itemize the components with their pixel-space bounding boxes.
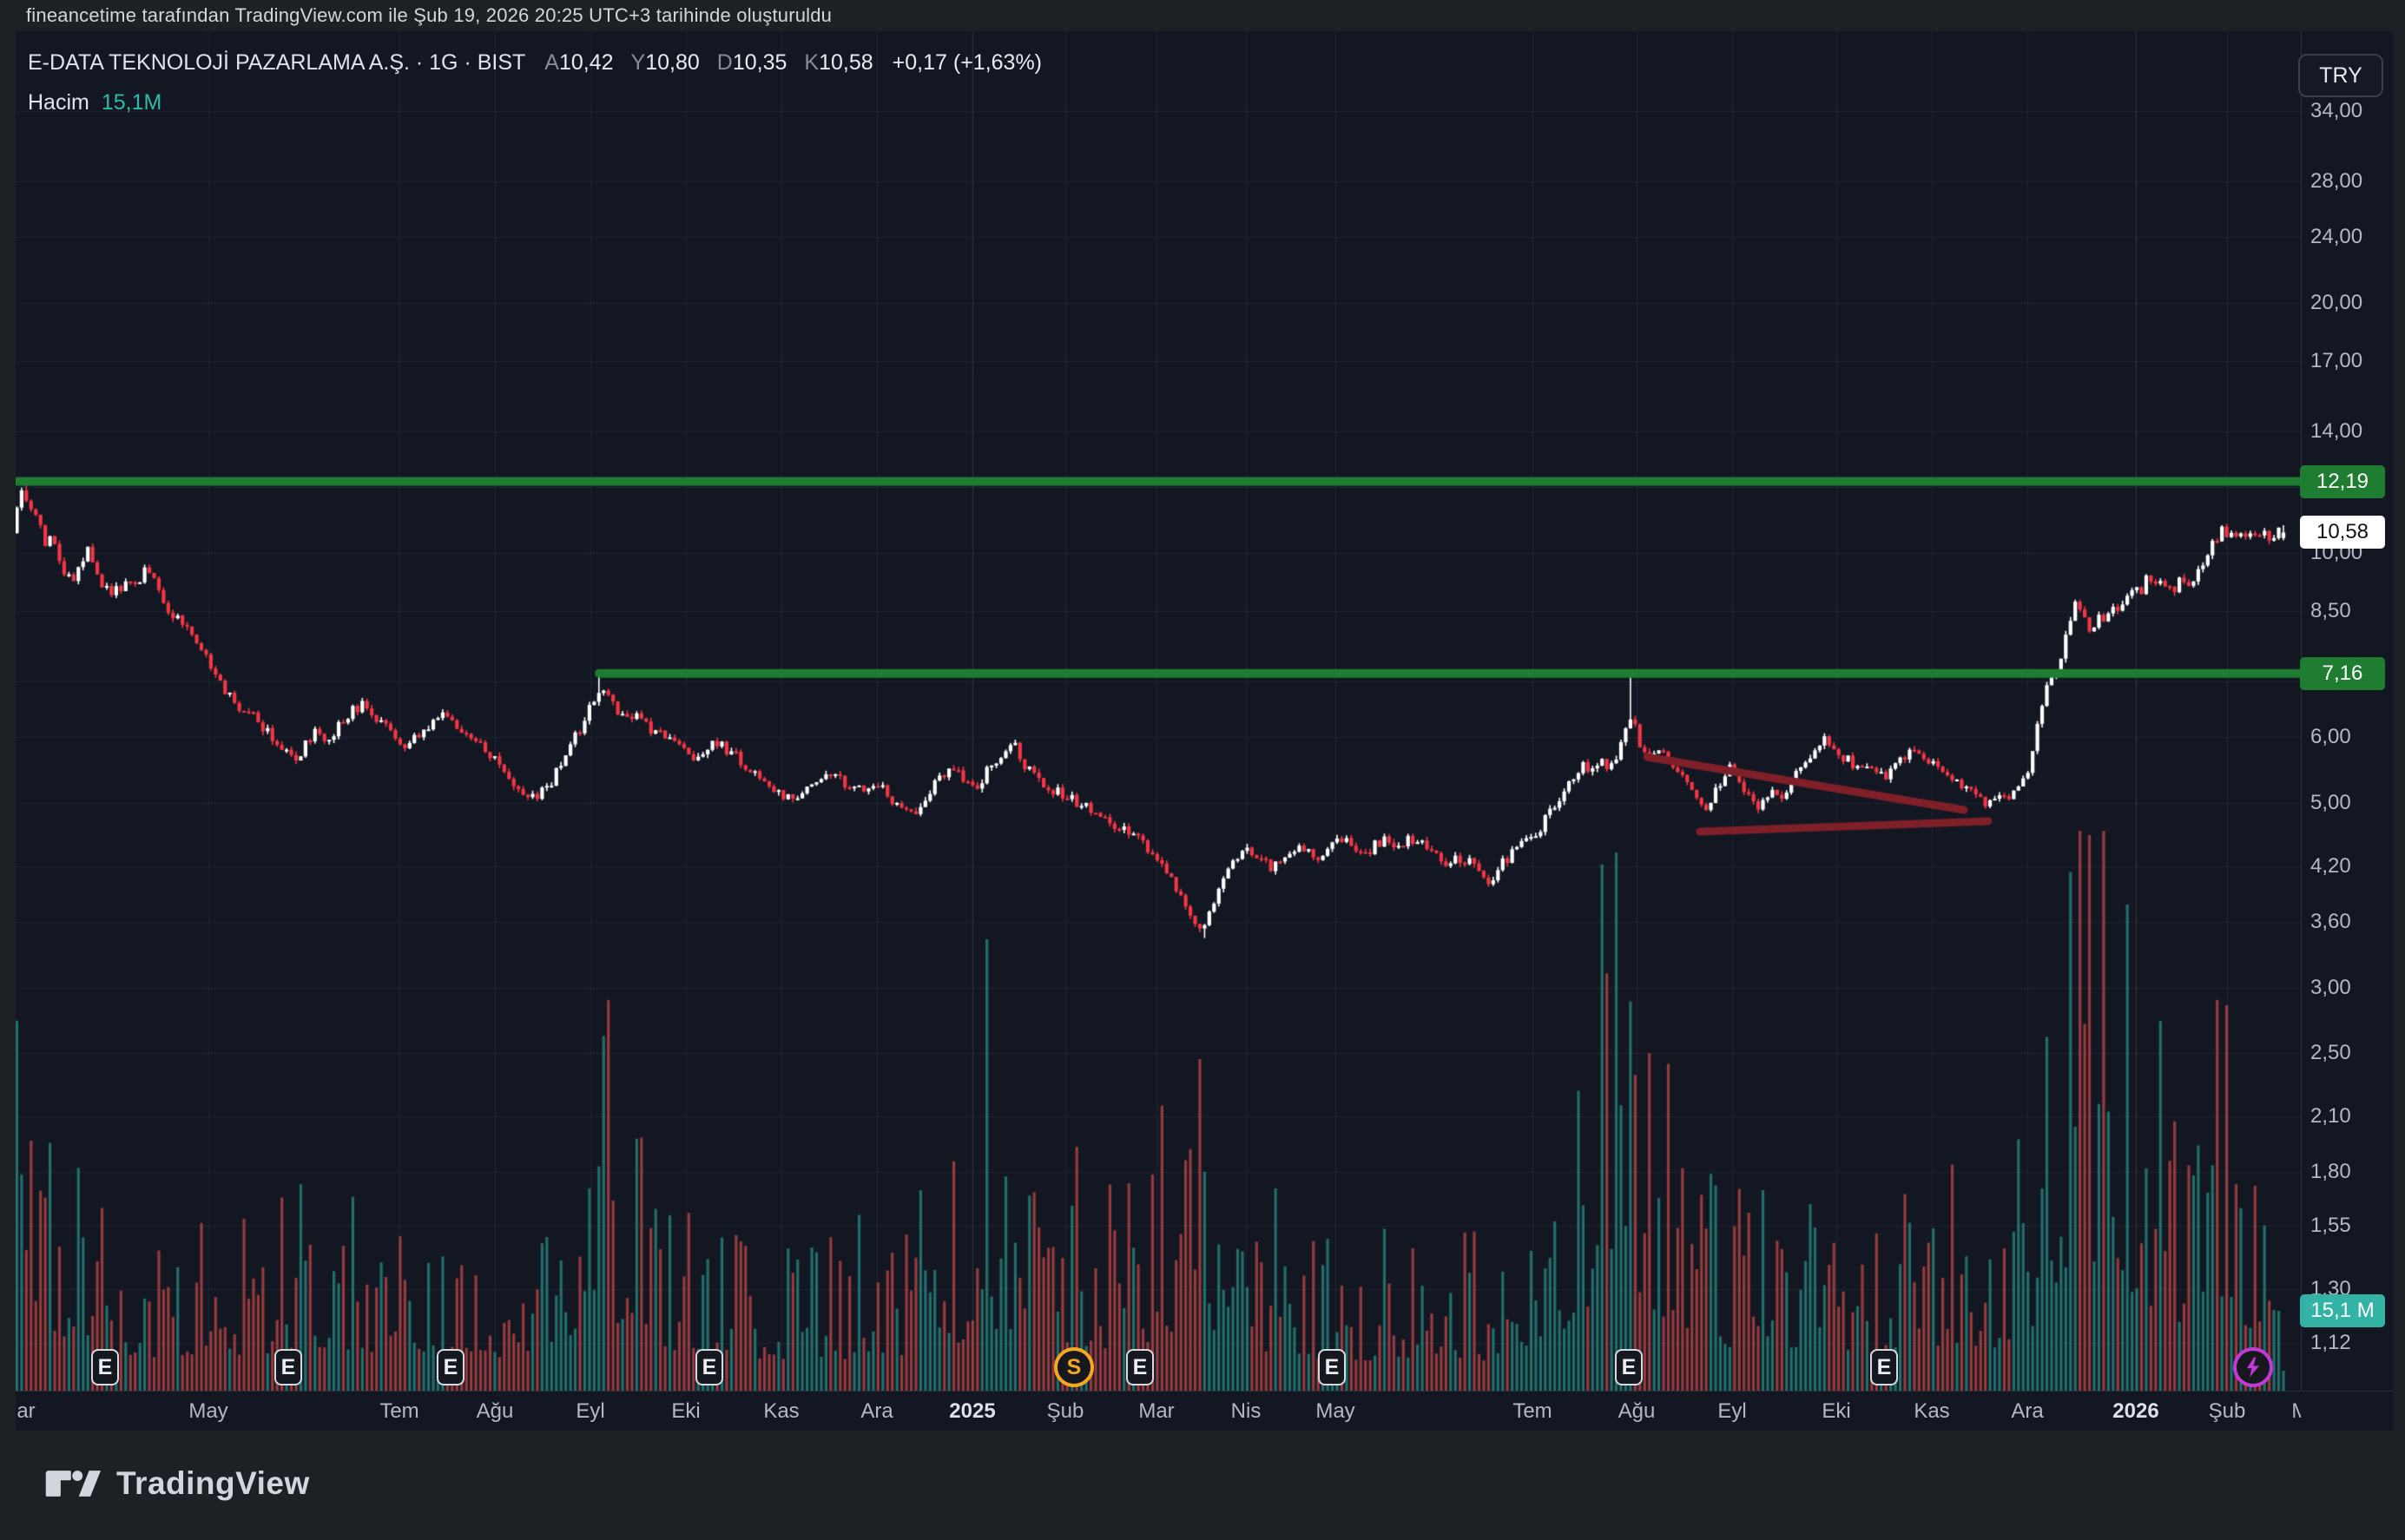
time-axis-label: Kas — [1914, 1399, 1950, 1423]
currency-toggle-button[interactable]: TRY — [2298, 54, 2383, 97]
time-axis-label: Tem — [379, 1399, 419, 1423]
price-change: +0,17 (+1,63%) — [892, 50, 1043, 75]
time-axis-label: 2025 — [949, 1399, 996, 1423]
flash-realtime-marker[interactable] — [2233, 1347, 2273, 1387]
last-price-badge: 10,58 — [2300, 516, 2385, 550]
time-axis-label: Eki — [671, 1399, 701, 1423]
price-tick-label: 14,00 — [2310, 418, 2363, 443]
time-axis-label: Kas — [763, 1399, 800, 1423]
ohlc-pair: A10,42 — [544, 50, 613, 76]
ohlc-letter: Y — [630, 50, 646, 75]
time-axis-label: Ara — [860, 1399, 893, 1423]
tradingview-logo[interactable]: TradingView — [45, 1465, 310, 1502]
price-tick-label: 1,12 — [2310, 1331, 2351, 1355]
earnings-marker[interactable]: E — [1615, 1349, 1643, 1385]
earnings-marker[interactable]: E — [1126, 1349, 1154, 1385]
ohlc-letter: D — [716, 50, 733, 75]
price-tick-label: 24,00 — [2310, 224, 2363, 248]
time-axis-label: Mar — [2291, 1399, 2301, 1423]
price-tick-label: 8,50 — [2310, 599, 2351, 623]
split-marker[interactable]: S — [1054, 1347, 1094, 1387]
time-axis-label: Eyl — [1717, 1399, 1747, 1423]
time-axis-label: Mar — [1138, 1399, 1175, 1423]
ohlc-value: 10,42 — [558, 50, 614, 75]
ohlc-pair: Y10,80 — [631, 50, 700, 76]
volume-value-badge: 15,1 M — [2300, 1294, 2385, 1327]
attribution-bar: fineancetime tarafından TradingView.com … — [0, 0, 2405, 31]
time-axis-labels: Mar May Tem Ağu Eyl Eki Kas Ara 2025 Şub Mar Nis May… — [16, 1392, 2301, 1431]
ohlc-value: 10,58 — [819, 50, 873, 75]
time-axis-label: Eki — [1822, 1399, 1851, 1423]
price-tick-label: 20,00 — [2310, 290, 2363, 314]
price-chart-canvas[interactable] — [16, 31, 2301, 1391]
earnings-marker[interactable]: E — [1870, 1349, 1898, 1385]
price-tick-label: 6,00 — [2310, 725, 2351, 749]
ohlc-value: 10,35 — [732, 50, 787, 75]
tradingview-logo-icon — [45, 1465, 101, 1502]
time-axis-label: Şub — [1046, 1399, 1084, 1423]
earnings-marker[interactable]: E — [437, 1349, 465, 1385]
price-axis[interactable]: TRY 34,0028,0024,0020,0017,0014,0012,001… — [2298, 31, 2393, 1431]
price-level-badge: 7,16 — [2300, 656, 2385, 690]
tradingview-logo-text: TradingView — [116, 1465, 310, 1501]
price-level-badge: 12,19 — [2300, 464, 2385, 498]
time-axis-label: 2026 — [2112, 1399, 2159, 1423]
chart-header: E-DATA TEKNOLOJİ PAZARLAMA A.Ş. · 1G · B… — [28, 50, 1042, 115]
ohlc-pair: D10,35 — [717, 50, 787, 76]
time-axis-label: May — [188, 1399, 228, 1423]
price-tick-label: 28,00 — [2310, 168, 2363, 193]
time-axis-label: Eyl — [576, 1399, 605, 1423]
earnings-marker[interactable]: E — [91, 1349, 119, 1385]
attribution-text: fineancetime tarafından TradingView.com … — [26, 4, 833, 26]
price-tick-label: 1,55 — [2310, 1214, 2351, 1238]
ohlc-pair: K10,58 — [804, 50, 873, 76]
price-tick-label: 3,00 — [2310, 975, 2351, 999]
time-axis-label: Ağu — [1618, 1399, 1656, 1423]
earnings-marker[interactable]: E — [274, 1349, 302, 1385]
price-tick-label: 4,20 — [2310, 853, 2351, 878]
volume-label[interactable]: Hacim — [28, 90, 89, 115]
ohlc-letter: A — [544, 50, 559, 75]
price-tick-label: 1,80 — [2310, 1159, 2351, 1183]
earnings-marker[interactable]: E — [1318, 1349, 1346, 1385]
time-axis[interactable]: Mar May Tem Ağu Eyl Eki Kas Ara 2025 Şub Mar Nis May… — [16, 1391, 2393, 1431]
volume-value: 15,1M — [101, 90, 162, 115]
price-tick-label: 34,00 — [2310, 99, 2363, 123]
time-axis-label: Şub — [2208, 1399, 2246, 1423]
ohlc-value: 10,80 — [645, 50, 700, 75]
time-axis-label: Ara — [2011, 1399, 2044, 1423]
ohlc-values: A10,42 Y10,80 D10,35 K10,58 — [544, 50, 890, 76]
time-axis-label: Ağu — [476, 1399, 514, 1423]
price-tick-label: 2,10 — [2310, 1103, 2351, 1128]
price-tick-label: 2,50 — [2310, 1041, 2351, 1065]
time-axis-label: May — [1315, 1399, 1355, 1423]
symbol-title[interactable]: E-DATA TEKNOLOJİ PAZARLAMA A.Ş. · 1G · B… — [28, 50, 526, 75]
ohlc-letter: K — [804, 50, 820, 75]
price-tick-label: 3,60 — [2310, 909, 2351, 933]
earnings-marker[interactable]: E — [695, 1349, 723, 1385]
price-tick-label: 5,00 — [2310, 791, 2351, 815]
time-axis-label: Tem — [1512, 1399, 1552, 1423]
time-axis-label: Mar — [16, 1399, 36, 1423]
chart-panel: E-DATA TEKNOLOJİ PAZARLAMA A.Ş. · 1G · B… — [16, 31, 2393, 1431]
price-tick-label: 17,00 — [2310, 349, 2363, 373]
time-axis-label: Nis — [1230, 1399, 1262, 1423]
